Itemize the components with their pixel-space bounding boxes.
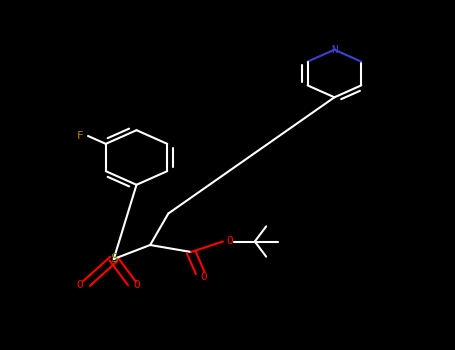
Text: F: F [76,131,83,141]
Text: O: O [133,280,140,290]
Text: O: O [201,272,207,281]
Text: S: S [110,252,117,266]
Text: O: O [227,237,233,246]
Text: N: N [331,45,338,55]
Text: O: O [76,280,83,290]
